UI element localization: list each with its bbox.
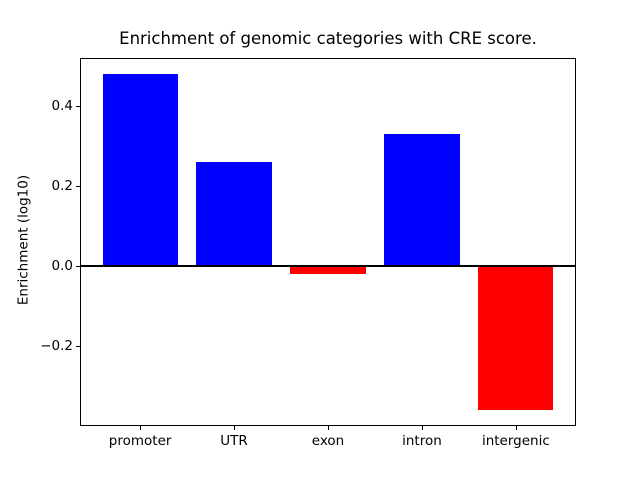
x-tick-intron (421, 426, 423, 430)
x-tick-label-intron: intron (402, 433, 442, 449)
y-tick-−0.2 (76, 346, 80, 347)
x-tick-label-UTR: UTR (220, 433, 248, 449)
y-tick-0.4 (76, 106, 80, 107)
x-tick-label-promoter: promoter (108, 433, 172, 449)
x-tick-promoter (140, 426, 142, 430)
bar-exon (290, 266, 366, 274)
bar-promoter (102, 74, 178, 266)
y-tick-0.0 (76, 266, 80, 267)
y-tick-label-0.2: 0.2 (51, 178, 73, 194)
x-tick-label-intergenic: intergenic (481, 433, 550, 449)
y-tick-0.2 (76, 186, 80, 187)
x-tick-label-exon: exon (311, 433, 345, 449)
y-tick-label-0.4: 0.4 (51, 98, 73, 114)
bar-intergenic (478, 266, 554, 410)
y-tick-label-−0.2: −0.2 (40, 338, 73, 354)
x-tick-UTR (234, 426, 236, 430)
x-tick-exon (328, 426, 329, 430)
y-tick-label-0.0: 0.0 (51, 258, 73, 274)
bar-intron (384, 134, 460, 266)
y-axis-label: Enrichment (log10) (15, 174, 32, 306)
chart-title: Enrichment of genomic categories with CR… (119, 29, 537, 48)
x-tick-intergenic (515, 426, 517, 430)
zero-line (80, 265, 576, 267)
bar-UTR (196, 162, 272, 266)
